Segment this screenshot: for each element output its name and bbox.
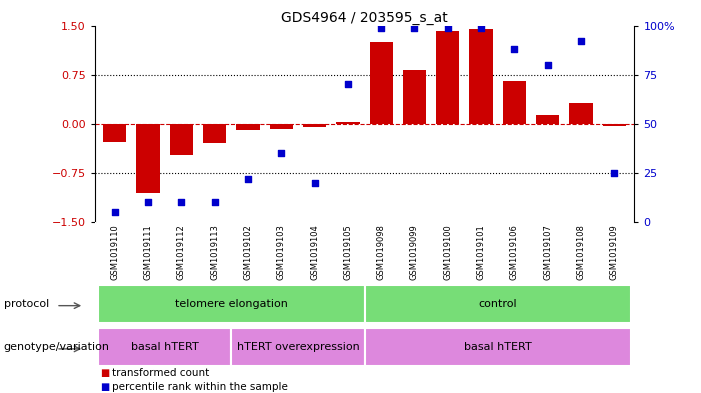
Text: GSM1019105: GSM1019105 <box>343 224 353 279</box>
Bar <box>103 124 126 142</box>
Text: GSM1019101: GSM1019101 <box>477 224 486 279</box>
Bar <box>536 115 559 124</box>
Point <box>475 24 486 31</box>
Bar <box>303 124 326 127</box>
Text: GSM1019106: GSM1019106 <box>510 224 519 280</box>
Bar <box>231 328 365 366</box>
Text: transformed count: transformed count <box>112 368 210 378</box>
Text: GSM1019109: GSM1019109 <box>610 224 619 279</box>
Text: GSM1019110: GSM1019110 <box>110 224 119 279</box>
Point <box>109 209 121 215</box>
Point <box>376 24 387 31</box>
Point <box>142 199 154 206</box>
Bar <box>569 103 593 124</box>
Text: GSM1019108: GSM1019108 <box>577 224 585 280</box>
Point <box>608 170 620 176</box>
Bar <box>270 124 293 129</box>
Bar <box>170 124 193 154</box>
Point <box>275 150 287 156</box>
Point <box>309 180 320 186</box>
Text: GSM1019099: GSM1019099 <box>410 224 419 279</box>
Text: percentile rank within the sample: percentile rank within the sample <box>112 382 288 392</box>
Bar <box>136 124 160 193</box>
Text: ■: ■ <box>100 382 110 392</box>
Point <box>509 46 520 52</box>
Point <box>243 176 254 182</box>
Bar <box>98 285 365 323</box>
Point <box>209 199 220 206</box>
Point <box>409 24 420 31</box>
Text: GSM1019107: GSM1019107 <box>543 224 552 280</box>
Text: basal hTERT: basal hTERT <box>464 342 531 352</box>
Text: GSM1019111: GSM1019111 <box>144 224 152 279</box>
Text: ■: ■ <box>100 368 110 378</box>
Bar <box>403 70 426 124</box>
Bar <box>365 328 631 366</box>
Text: hTERT overexpression: hTERT overexpression <box>236 342 359 352</box>
Point <box>176 199 187 206</box>
Text: GSM1019100: GSM1019100 <box>443 224 452 279</box>
Bar <box>236 124 259 130</box>
Text: genotype/variation: genotype/variation <box>4 342 109 352</box>
Point <box>442 24 454 31</box>
Point <box>342 81 353 88</box>
Text: GSM1019112: GSM1019112 <box>177 224 186 279</box>
Bar <box>470 29 493 124</box>
Bar <box>365 285 631 323</box>
Text: GSM1019098: GSM1019098 <box>376 224 386 280</box>
Text: GSM1019103: GSM1019103 <box>277 224 286 280</box>
Text: GSM1019113: GSM1019113 <box>210 224 219 280</box>
Text: telomere elongation: telomere elongation <box>175 299 287 309</box>
Bar <box>603 124 626 127</box>
Point <box>542 62 553 68</box>
Text: control: control <box>479 299 517 309</box>
Text: GSM1019102: GSM1019102 <box>243 224 252 279</box>
Point <box>576 38 587 44</box>
Bar <box>369 42 393 124</box>
Bar <box>98 328 231 366</box>
Text: basal hTERT: basal hTERT <box>130 342 198 352</box>
Title: GDS4964 / 203595_s_at: GDS4964 / 203595_s_at <box>281 11 448 24</box>
Text: protocol: protocol <box>4 299 49 309</box>
Bar <box>203 124 226 143</box>
Text: GSM1019104: GSM1019104 <box>310 224 319 279</box>
Bar <box>336 123 360 124</box>
Bar <box>436 31 459 124</box>
Bar <box>503 81 526 124</box>
